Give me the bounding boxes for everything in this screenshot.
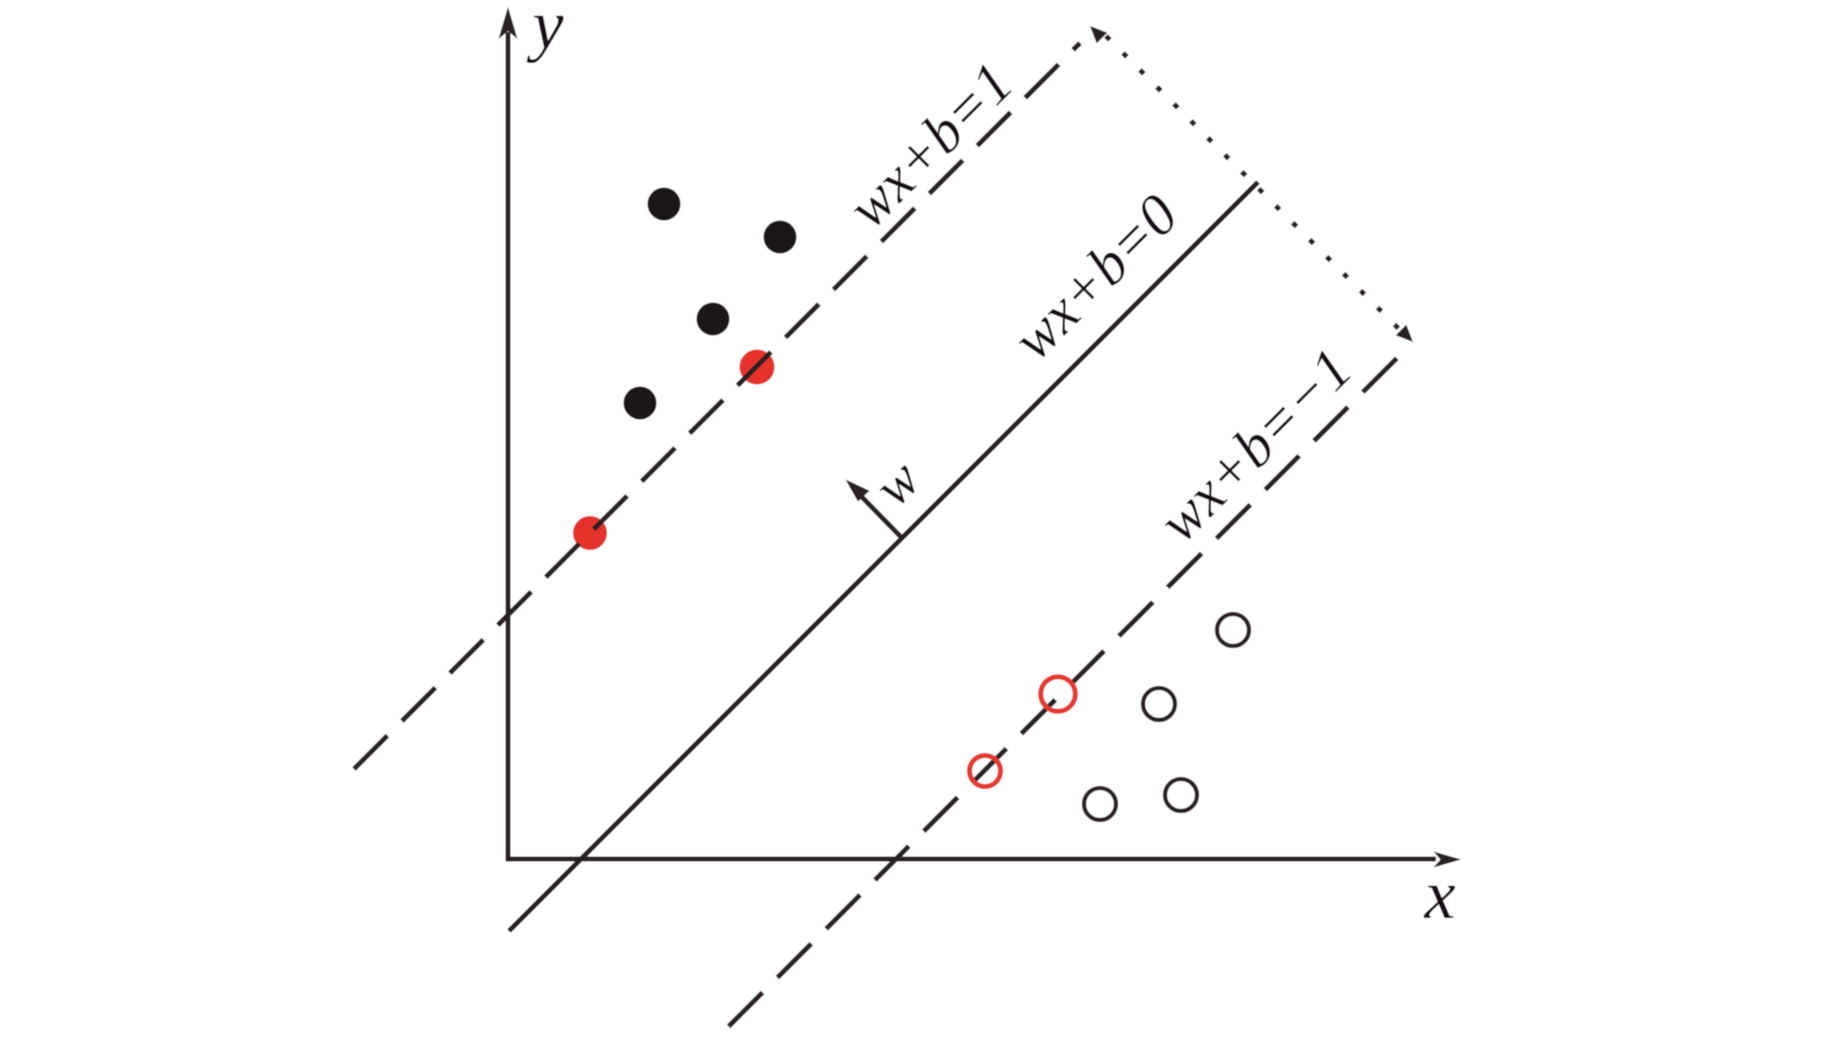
svg-text:x: x bbox=[1423, 857, 1455, 934]
svg-text:y: y bbox=[526, 0, 564, 64]
